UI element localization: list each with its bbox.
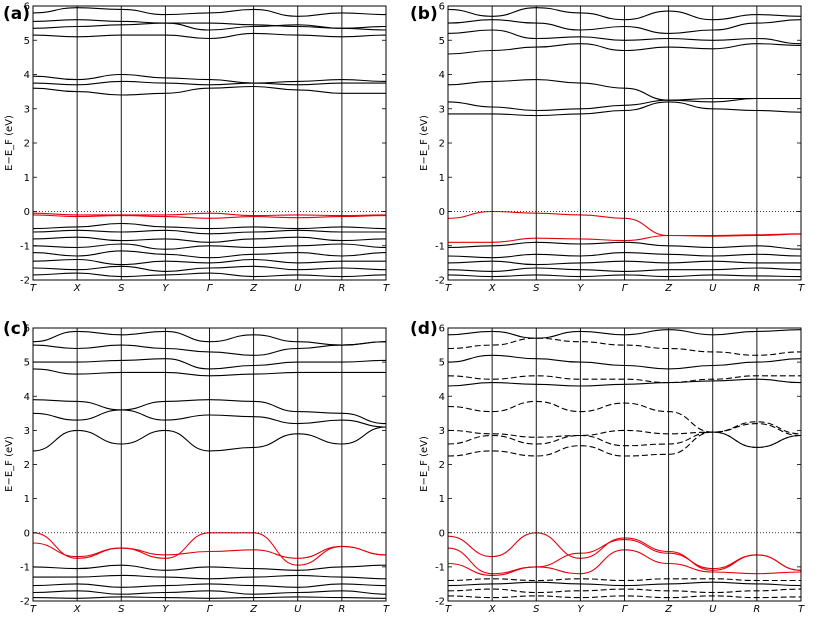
x-tick-label: T (30, 283, 37, 294)
y-tick-label: -1 (20, 241, 30, 252)
x-tick-label: Z (249, 604, 258, 615)
axes-layer: -2 -1 0 1 2 3 4 5 6 T X S Y Γ Z U R T (435, 324, 805, 616)
y-tick-label: 5 (439, 36, 445, 47)
y-tick-label: 3 (439, 104, 445, 115)
y-tick-label: 5 (24, 358, 30, 369)
y-tick-label: 0 (24, 207, 30, 218)
x-tick-label: R (753, 604, 760, 615)
x-tick-label: T (798, 283, 805, 294)
panel-c: (c) -2 -1 0 1 2 3 4 5 6 T X S Y Γ Z U R T E−E_F (eV) (3, 319, 390, 615)
x-tick-label: T (445, 283, 452, 294)
y-tick-label: 4 (439, 70, 445, 81)
x-tick-label: Z (664, 283, 673, 294)
band-upper-4 (448, 375, 801, 384)
x-tick-label: R (338, 283, 345, 294)
x-tick-label: X (488, 283, 497, 294)
y-tick-label: -1 (435, 241, 445, 252)
axes-layer: -2 -1 0 1 2 3 4 5 6 T X S Y Γ Z U R T (20, 324, 390, 616)
y-tick-label: 1 (24, 494, 30, 505)
x-tick-label: T (383, 283, 390, 294)
y-tick-label: -1 (435, 562, 445, 573)
y-tick-label: 2 (439, 139, 445, 150)
y-tick-label: 0 (439, 207, 445, 218)
panel-b: (b) -2 -1 0 1 2 3 4 5 6 T X S Y Γ Z U R T E−E_F (eV) (410, 2, 805, 295)
y-tick-label: 2 (24, 460, 30, 471)
x-tick-label: T (383, 604, 390, 615)
x-tick-label: R (338, 604, 345, 615)
x-tick-label: S (533, 283, 540, 294)
y-tick-label: 6 (439, 2, 445, 13)
x-tick-label: X (488, 604, 497, 615)
x-tick-label: X (73, 283, 82, 294)
y-tick-label: -2 (435, 276, 445, 287)
y-tick-label: 4 (24, 70, 30, 81)
x-tick-label: Z (249, 283, 258, 294)
y-tick-label: 6 (24, 324, 30, 335)
x-tick-label: U (294, 283, 302, 294)
y-tick-label: 5 (439, 358, 445, 369)
y-tick-label: 1 (439, 494, 445, 505)
y-tick-label: -2 (20, 597, 30, 608)
y-tick-label: 2 (24, 139, 30, 150)
y-axis-label: E−E_F (eV) (419, 115, 430, 171)
y-tick-label: 4 (24, 392, 30, 403)
x-tick-label: X (73, 604, 82, 615)
panel-label: (d) (410, 319, 438, 339)
axes-layer: -2 -1 0 1 2 3 4 5 6 T X S Y Γ Z U R T (435, 2, 805, 295)
y-tick-label: 5 (24, 36, 30, 47)
x-tick-label: Z (664, 604, 673, 615)
y-tick-label: 6 (24, 2, 30, 13)
x-tick-label: Γ (207, 604, 214, 615)
axes-layer: -2 -1 0 1 2 3 4 5 6 T X S Y Γ Z U R T (20, 2, 390, 295)
y-tick-label: 1 (439, 173, 445, 184)
panel-label: (a) (3, 4, 30, 24)
x-tick-label: Y (577, 604, 584, 615)
y-axis-label: E−E_F (eV) (419, 436, 430, 492)
panel-label: (b) (410, 4, 438, 24)
y-tick-label: 3 (24, 426, 30, 437)
y-tick-label: 6 (439, 324, 445, 335)
y-tick-label: 3 (24, 104, 30, 115)
x-tick-label: U (294, 604, 302, 615)
y-tick-label: 1 (24, 173, 30, 184)
y-tick-label: -2 (20, 276, 30, 287)
x-tick-label: U (709, 604, 717, 615)
x-tick-label: T (445, 604, 452, 615)
x-tick-label: Γ (207, 283, 214, 294)
x-tick-label: T (798, 604, 805, 615)
panel-d: (d) -2 -1 0 1 2 3 4 5 6 T X S Y Γ Z U R T E−E_F (eV) (410, 319, 805, 615)
band-upper-2 (448, 337, 801, 356)
y-tick-label: 2 (439, 460, 445, 471)
panel-a: (a) -2 -1 0 1 2 3 4 5 6 T X S Y Γ Z U R T E−E_F (eV) (3, 2, 390, 295)
x-tick-label: S (118, 604, 125, 615)
x-tick-label: T (30, 604, 37, 615)
y-axis-label: E−E_F (eV) (4, 436, 15, 492)
x-tick-label: R (753, 283, 760, 294)
y-tick-label: 3 (439, 426, 445, 437)
y-axis-label: E−E_F (eV) (4, 115, 15, 171)
x-tick-label: Y (162, 283, 169, 294)
x-tick-label: Γ (622, 283, 629, 294)
y-tick-label: 0 (24, 528, 30, 539)
y-tick-label: 0 (439, 528, 445, 539)
y-tick-label: 4 (439, 392, 445, 403)
x-tick-label: Γ (622, 604, 629, 615)
x-tick-label: S (118, 283, 125, 294)
x-tick-label: Y (162, 604, 169, 615)
band-mid-2 (448, 423, 801, 438)
x-tick-label: U (709, 283, 717, 294)
y-tick-label: -2 (435, 597, 445, 608)
x-tick-label: Y (577, 283, 584, 294)
panel-label: (c) (3, 319, 29, 339)
y-tick-label: -1 (20, 562, 30, 573)
x-tick-label: S (533, 604, 540, 615)
